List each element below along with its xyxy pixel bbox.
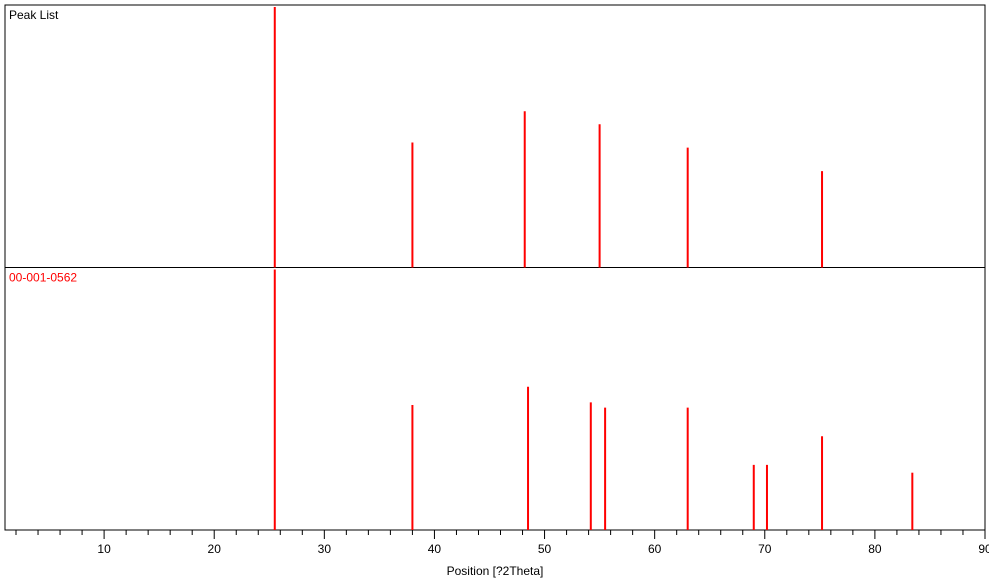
x-axis-label: Position [?2Theta] [447,564,544,578]
x-tick-label: 60 [648,542,662,556]
x-tick-label: 30 [318,542,332,556]
x-tick-label: 20 [208,542,222,556]
x-tick-label: 90 [978,542,989,556]
x-tick-label: 40 [428,542,442,556]
panel-title-peak-list: Peak List [9,8,59,22]
x-tick-label: 70 [758,542,772,556]
xrd-chart: Peak List 00-001-0562 10 20 30 40 50 60 70 80 90 Po… [0,0,989,580]
x-tick-label: 50 [538,542,552,556]
x-tick-label: 80 [868,542,882,556]
x-tick-label: 10 [97,542,111,556]
panel-title-ref-00-001-0562: 00-001-0562 [9,271,77,285]
chart-canvas: Peak List 00-001-0562 10 20 30 40 50 60 70 80 90 Po… [0,0,989,580]
